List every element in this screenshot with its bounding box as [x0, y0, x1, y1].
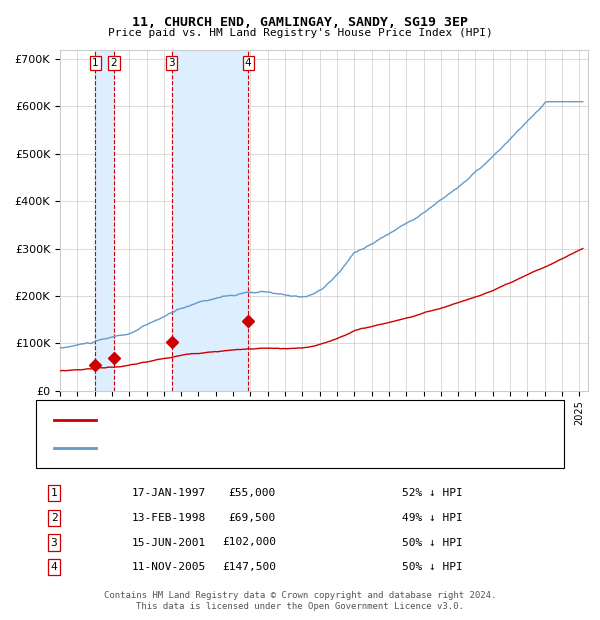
Text: 11-NOV-2005: 11-NOV-2005 — [132, 562, 206, 572]
Text: 50% ↓ HPI: 50% ↓ HPI — [402, 562, 463, 572]
Text: 49% ↓ HPI: 49% ↓ HPI — [402, 513, 463, 523]
Text: 4: 4 — [245, 58, 251, 68]
Text: HPI: Average price, detached house, South Cambridgeshire: HPI: Average price, detached house, Sout… — [108, 443, 458, 453]
Text: 2: 2 — [110, 58, 118, 68]
Text: Contains HM Land Registry data © Crown copyright and database right 2024.
This d: Contains HM Land Registry data © Crown c… — [104, 591, 496, 611]
Text: £102,000: £102,000 — [222, 538, 276, 547]
Text: 4: 4 — [50, 562, 58, 572]
Text: 3: 3 — [50, 538, 58, 547]
Text: £147,500: £147,500 — [222, 562, 276, 572]
Text: 11, CHURCH END, GAMLINGAY, SANDY, SG19 3EP (detached house): 11, CHURCH END, GAMLINGAY, SANDY, SG19 3… — [108, 415, 477, 425]
Text: 13-FEB-1998: 13-FEB-1998 — [132, 513, 206, 523]
Text: £55,000: £55,000 — [229, 488, 276, 498]
Text: £69,500: £69,500 — [229, 513, 276, 523]
Text: Price paid vs. HM Land Registry's House Price Index (HPI): Price paid vs. HM Land Registry's House … — [107, 28, 493, 38]
Bar — [95, 50, 114, 391]
Text: 52% ↓ HPI: 52% ↓ HPI — [402, 488, 463, 498]
Text: 2: 2 — [50, 513, 58, 523]
Text: 17-JAN-1997: 17-JAN-1997 — [132, 488, 206, 498]
Text: 1: 1 — [50, 488, 58, 498]
Text: 15-JUN-2001: 15-JUN-2001 — [132, 538, 206, 547]
Text: 50% ↓ HPI: 50% ↓ HPI — [402, 538, 463, 547]
Bar — [172, 50, 248, 391]
Text: 1: 1 — [92, 58, 98, 68]
Text: 3: 3 — [169, 58, 175, 68]
Text: 11, CHURCH END, GAMLINGAY, SANDY, SG19 3EP: 11, CHURCH END, GAMLINGAY, SANDY, SG19 3… — [132, 16, 468, 29]
